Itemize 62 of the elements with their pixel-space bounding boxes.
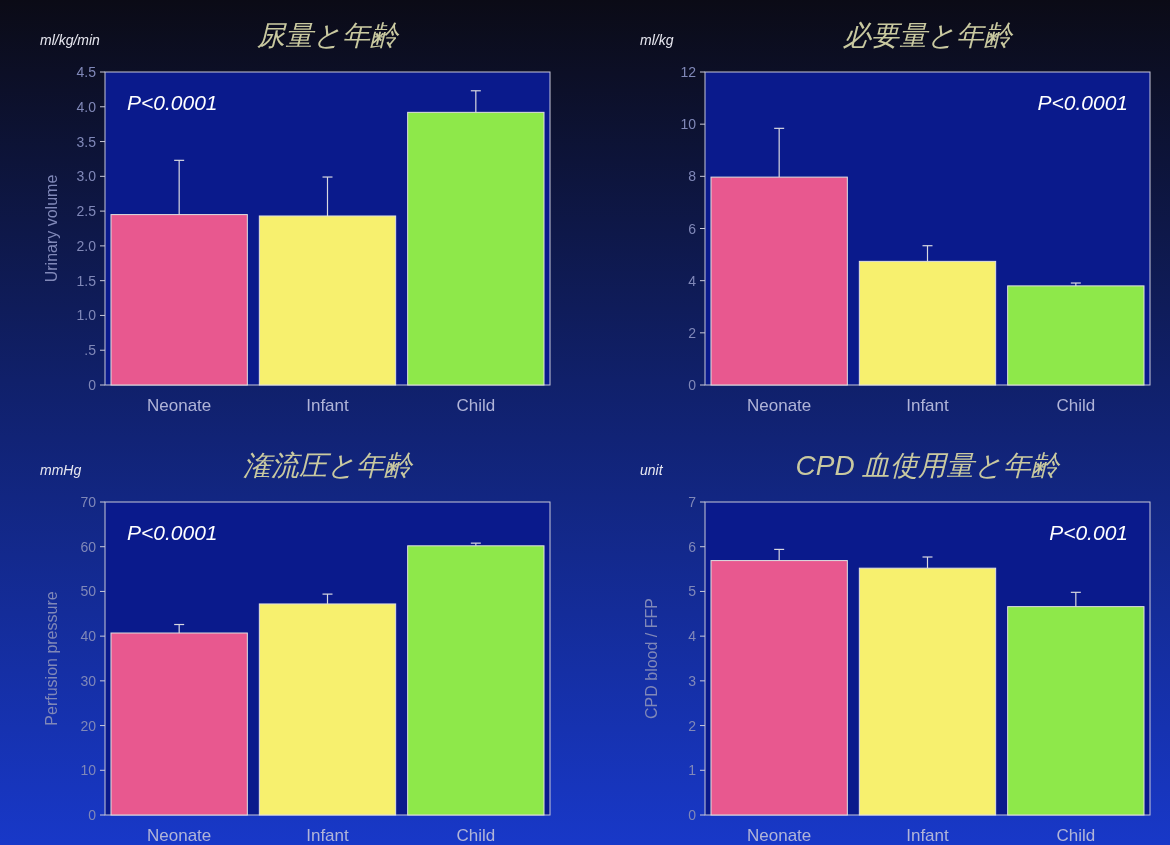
- y-tick-label: 4.5: [76, 64, 97, 80]
- annotation: P<0.0001: [1037, 91, 1128, 114]
- bar: [407, 545, 545, 816]
- y-tick-label: 5: [688, 583, 697, 600]
- y-tick-label: 2.0: [76, 237, 97, 254]
- annotation: P<0.001: [1049, 521, 1128, 544]
- y-tick-label: 60: [80, 538, 97, 555]
- bar: [1007, 285, 1145, 386]
- x-tick-label: Neonate: [747, 826, 812, 845]
- y-tick-label: 10: [80, 762, 97, 779]
- y-tick-label: 0: [688, 377, 697, 393]
- x-tick-label: Child: [1056, 826, 1096, 845]
- y-tick-label: 4.0: [76, 98, 97, 115]
- text: unit: [640, 462, 664, 478]
- x-tick-label: Neonate: [147, 826, 212, 845]
- annotation: P<0.0001: [127, 521, 218, 544]
- y-tick-label: 12: [680, 64, 697, 80]
- y-tick-label: 6: [688, 220, 697, 237]
- y-tick-label: 20: [80, 717, 97, 734]
- y-tick-label: 8: [688, 168, 697, 185]
- y-axis-title: Urinary volume: [43, 174, 60, 283]
- y-tick-label: 0: [88, 377, 97, 393]
- x-tick-label: Infant: [306, 396, 350, 415]
- chart-title: 潅流圧と年齢: [243, 450, 414, 481]
- y-tick-label: 1.0: [76, 307, 97, 324]
- y-tick-label: 3.0: [76, 168, 97, 185]
- y-tick-label: 40: [80, 628, 97, 645]
- y-tick-label: 1: [688, 762, 697, 779]
- x-tick-label: Neonate: [147, 396, 212, 415]
- y-tick-label: 2: [688, 324, 697, 341]
- y-tick-label: 7: [688, 494, 697, 510]
- y-tick-label: 0: [88, 807, 97, 823]
- y-tick-label: 3.5: [76, 133, 97, 150]
- y-axis-title: Perfusion pressure: [43, 591, 60, 726]
- y-tick-label: 30: [80, 672, 97, 689]
- text: ml/kg: [640, 32, 674, 48]
- chart-title: 尿量と年齢: [257, 20, 400, 51]
- y-tick-label: 6: [688, 538, 697, 555]
- y-tick-label: 70: [80, 494, 97, 510]
- y-tick-label: 50: [80, 583, 97, 600]
- y-tick-label: 4: [688, 272, 697, 289]
- x-tick-label: Child: [1056, 396, 1096, 415]
- chart-title: 必要量と年齢: [843, 20, 1014, 51]
- x-tick-label: Child: [456, 826, 496, 845]
- y-tick-label: .5: [84, 342, 97, 359]
- annotation: P<0.0001: [127, 91, 218, 114]
- x-tick-label: Infant: [906, 396, 950, 415]
- x-tick-label: Infant: [906, 826, 950, 845]
- text: mmHg: [40, 462, 82, 478]
- x-tick-label: Infant: [306, 826, 350, 845]
- y-tick-label: 1.5: [76, 272, 97, 289]
- x-tick-label: Child: [456, 396, 496, 415]
- y-tick-label: 0: [688, 807, 697, 823]
- y-tick-label: 3: [688, 672, 697, 689]
- y-tick-label: 2.5: [76, 203, 97, 220]
- y-tick-label: 10: [680, 116, 697, 133]
- y-tick-label: 2: [688, 717, 697, 734]
- y-tick-label: 4: [688, 628, 697, 645]
- x-tick-label: Neonate: [747, 396, 812, 415]
- text: ml/kg/min: [40, 32, 101, 48]
- y-axis-title: CPD blood / FFP: [643, 598, 660, 719]
- chart-title: CPD 血使用量と年齢: [795, 450, 1062, 481]
